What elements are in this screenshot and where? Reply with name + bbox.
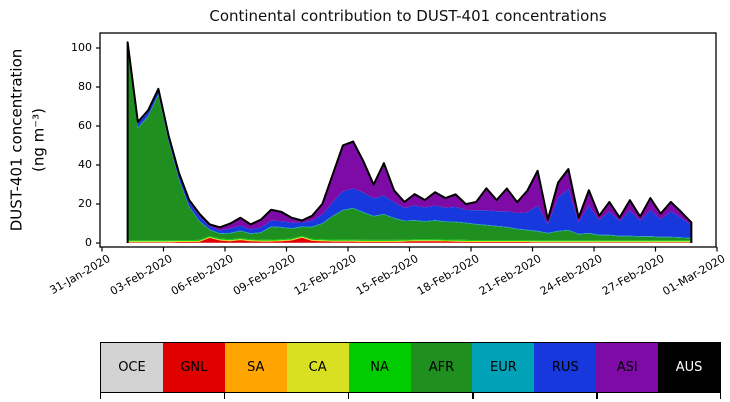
legend-item-gnl: GNL — [162, 343, 225, 392]
legend-item-aus: AUS — [658, 343, 721, 392]
legend-label: AUS — [675, 360, 703, 375]
legend-item-oce: OCE — [101, 343, 163, 392]
legend-tick — [472, 392, 474, 399]
y-tick-label: 20 — [78, 197, 92, 210]
legend-label: GNL — [180, 360, 208, 375]
legend-label: CA — [308, 360, 327, 375]
legend-label: AFR — [428, 360, 455, 375]
y-tick-label: 100 — [71, 41, 92, 54]
legend-label: OCE — [118, 360, 146, 375]
legend-label: EUR — [490, 360, 517, 375]
y-tick-label: 80 — [78, 80, 92, 93]
legend-item-asi: ASI — [596, 343, 659, 392]
legend-item-eur: EUR — [472, 343, 535, 392]
y-tick-label: 60 — [78, 119, 92, 132]
legend-item-sa: SA — [224, 343, 287, 392]
legend-item-afr: AFR — [410, 343, 473, 392]
legend-tick — [347, 392, 350, 399]
legend-label: RUS — [551, 360, 579, 375]
continent-legend: OCE GNL SA CA NA AFR EUR RUS ASI AUS — [100, 342, 721, 393]
legend-label: NA — [370, 360, 389, 375]
chart-title: Continental contribution to DUST-401 con… — [209, 7, 607, 25]
legend-tick — [596, 392, 598, 399]
legend-label: SA — [247, 360, 265, 375]
y-tick-label: 0 — [85, 236, 92, 249]
legend-item-ca: CA — [286, 343, 349, 392]
y-tick-label: 40 — [78, 158, 92, 171]
legend-item-na: NA — [348, 343, 411, 392]
legend-tick — [719, 392, 722, 399]
legend-tick — [223, 392, 226, 399]
legend-tick — [99, 392, 102, 399]
legend-item-rus: RUS — [534, 343, 597, 392]
legend-label: ASI — [616, 360, 638, 375]
